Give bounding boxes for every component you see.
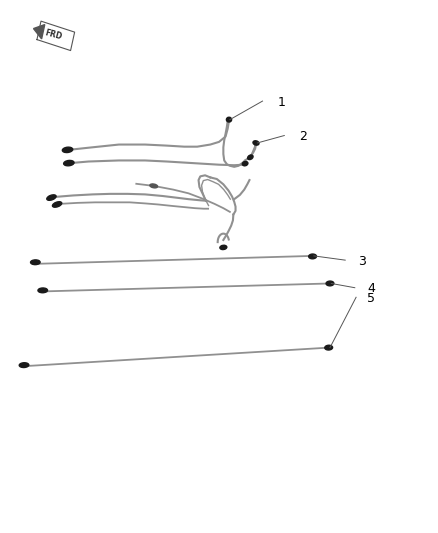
- Ellipse shape: [47, 195, 56, 200]
- Ellipse shape: [247, 155, 253, 159]
- Ellipse shape: [220, 245, 227, 249]
- Ellipse shape: [253, 141, 259, 145]
- Polygon shape: [34, 25, 45, 39]
- Text: FRD: FRD: [44, 28, 63, 42]
- Ellipse shape: [242, 161, 248, 166]
- Ellipse shape: [53, 201, 62, 207]
- Text: 3: 3: [358, 255, 366, 268]
- Polygon shape: [37, 21, 74, 51]
- Ellipse shape: [38, 288, 47, 293]
- Ellipse shape: [326, 281, 334, 286]
- Text: 4: 4: [367, 282, 375, 295]
- Text: 5: 5: [367, 292, 375, 305]
- Ellipse shape: [309, 254, 317, 259]
- Ellipse shape: [62, 147, 73, 152]
- Text: 2: 2: [300, 130, 307, 143]
- Ellipse shape: [64, 160, 74, 166]
- Text: 1: 1: [278, 95, 286, 109]
- Ellipse shape: [325, 345, 332, 350]
- Ellipse shape: [31, 260, 40, 265]
- Ellipse shape: [226, 117, 232, 122]
- Ellipse shape: [19, 363, 29, 368]
- Ellipse shape: [150, 184, 158, 188]
